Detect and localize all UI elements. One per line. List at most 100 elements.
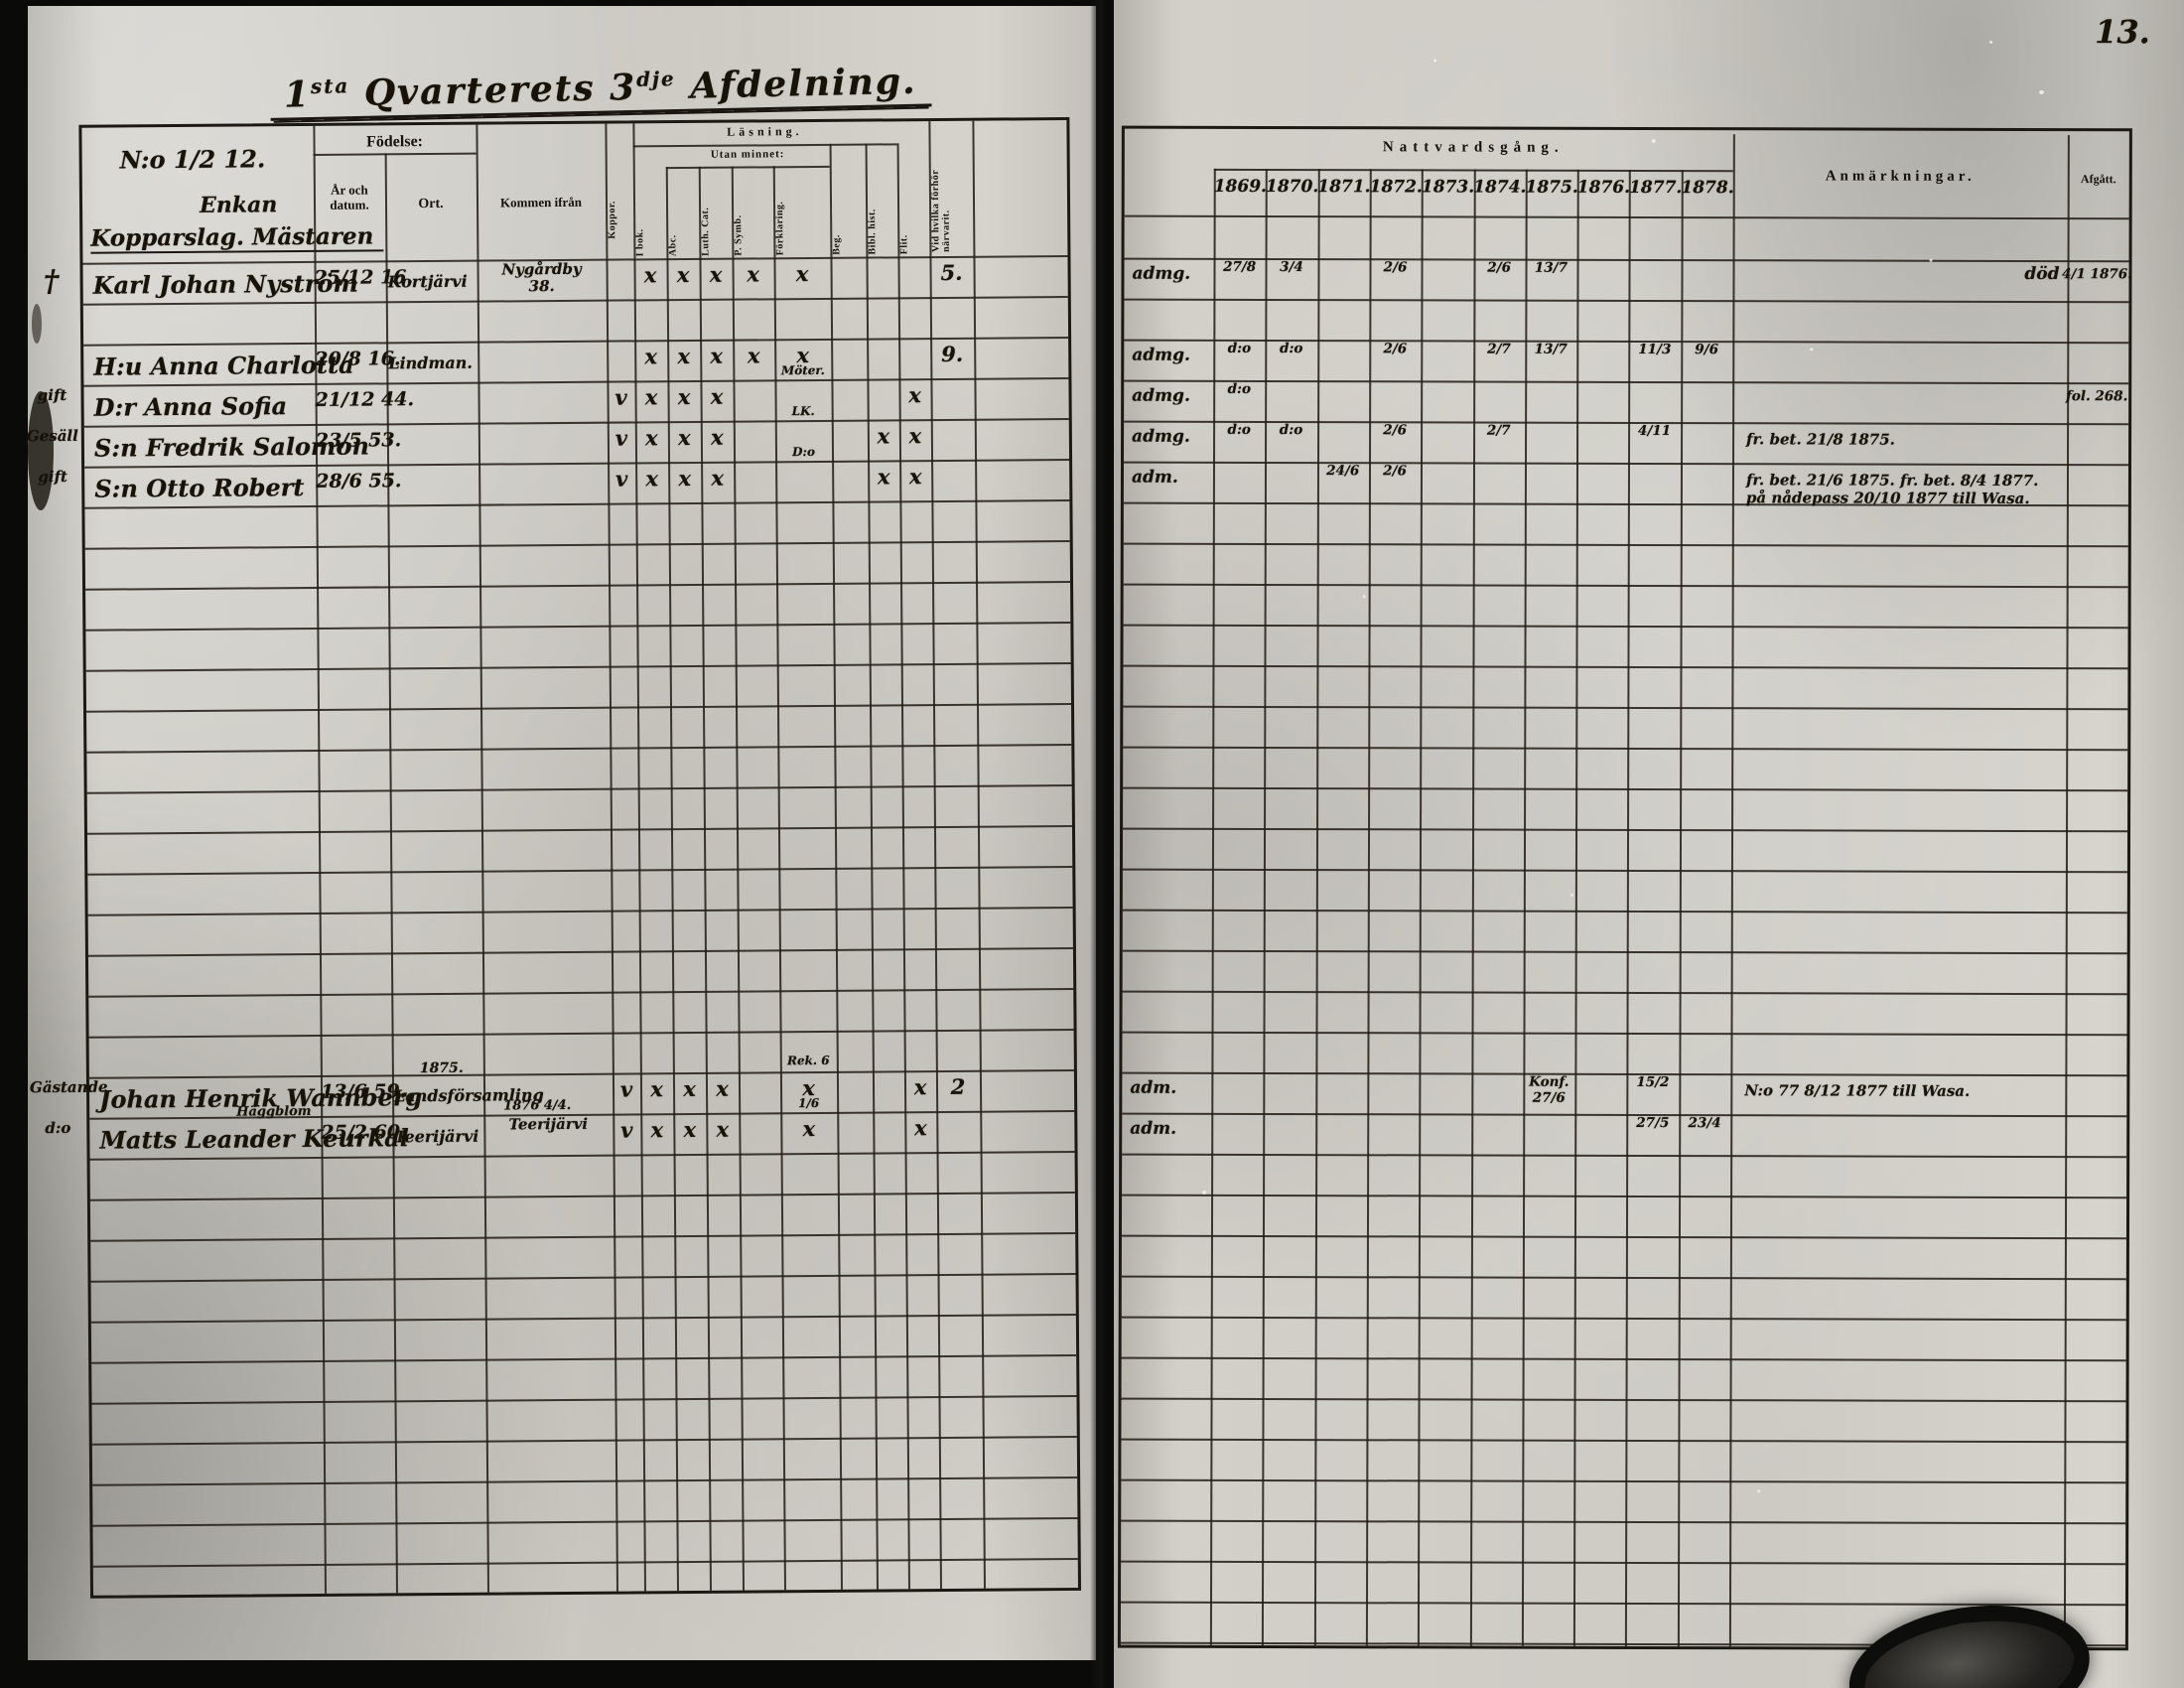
column-line (1469, 169, 1476, 1646)
ruled-line (86, 702, 1072, 713)
column-header-r3: Luth. Cat. (700, 207, 712, 256)
communion-date: 4/11 (1638, 422, 1672, 440)
column-header-r9: Vid hvilka förhör närvarit. (929, 170, 952, 253)
fodelse-header: Födelse: (366, 133, 424, 151)
column-line (2063, 135, 2070, 1648)
ruled-line (1121, 1275, 2126, 1281)
reading-mark: 2 (950, 1073, 966, 1099)
reading-mark: 5. (940, 259, 963, 285)
entry-birthdate: 20/8 16. (315, 348, 401, 370)
ruled-line (83, 336, 1069, 347)
ruled-line (86, 743, 1072, 754)
ort-header: Ort. (418, 196, 444, 212)
reading-mark: x (644, 384, 658, 410)
reading-mark: x (678, 465, 692, 492)
communion-admitted: admg. (1132, 345, 1191, 365)
communion-date: d:o (1279, 422, 1303, 439)
ruled-line (1122, 1071, 2127, 1077)
communion-date: 2/7 (1486, 422, 1511, 439)
ruled-line (1124, 379, 2129, 385)
reading-mark: x (747, 261, 759, 287)
column-line (1313, 169, 1320, 1646)
reading-mark: x (913, 1115, 927, 1141)
column-line (1677, 170, 1684, 1647)
reading-mark: x (678, 424, 691, 451)
reading-mark: x (877, 423, 890, 449)
communion-date: 2/6 (1383, 463, 1407, 480)
ruled-line (92, 1557, 1078, 1568)
year-header: 1874. (1473, 177, 1527, 198)
ruled-line (632, 143, 897, 148)
title-segment: 1 (283, 73, 312, 116)
ruled-line (88, 1028, 1074, 1039)
entry-name: S:n Otto Robert (94, 473, 305, 503)
communion-admitted: admg. (1132, 385, 1190, 406)
ruled-line (87, 946, 1073, 957)
communion-date: d:o (1227, 380, 1252, 397)
reading-mark: x (716, 1075, 729, 1101)
reading-mark: x (650, 1076, 663, 1102)
household-number: N:o 1/2 12. (119, 144, 266, 175)
ruled-line (85, 580, 1071, 591)
ruled-line (1122, 909, 2127, 914)
ar-och-datum-header: År och datum. (330, 182, 369, 212)
ruled-line (89, 1191, 1075, 1201)
ruled-line (88, 987, 1074, 998)
reading-mark: x (683, 1075, 696, 1102)
ruled-line (1121, 1478, 2126, 1484)
reading-mark: v (619, 1076, 633, 1102)
reading-mark: x (710, 343, 724, 368)
ruled-line (1124, 461, 2129, 467)
reading-mark: 9. (941, 341, 964, 366)
ruled-line (1122, 1153, 2127, 1159)
ruled-line (90, 1231, 1076, 1242)
ruled-line (1123, 624, 2128, 630)
column-header-r8: Flit. (898, 234, 910, 255)
ruled-line (1122, 990, 2127, 996)
communion-admitted: admg. (1132, 426, 1190, 447)
kommen-ifran-header: Kommen ifrån (499, 194, 583, 211)
column-line (972, 120, 986, 1589)
year-header: 1871. (1317, 177, 1371, 198)
ruled-line (1121, 1560, 2126, 1566)
reading-mark: x (677, 343, 691, 369)
communion-date: Konf. 27/6 (1529, 1073, 1570, 1106)
ruled-line (91, 1353, 1077, 1364)
ruled-line (1124, 214, 2129, 220)
reading-mark: x (908, 464, 922, 490)
column-line (1572, 169, 1579, 1646)
reading-mark: x (795, 261, 809, 287)
reading-mark: x (676, 261, 690, 288)
ruled-line (86, 824, 1072, 835)
reading-mark: v (614, 466, 628, 492)
reading-mark: v (614, 384, 627, 410)
ruled-line (1123, 583, 2128, 589)
communion-date: 9/6 (1695, 342, 1719, 358)
ruled-line (1121, 1438, 2126, 1444)
reading-mark: x (645, 425, 658, 451)
reading-mark: x (645, 466, 659, 492)
household-occupation-line1: Enkan (199, 192, 278, 218)
ruled-line (1123, 827, 2128, 833)
year-header: 1870. (1266, 176, 1319, 198)
reading-note: D:o (792, 444, 815, 460)
column-header-r1: I bok. (634, 228, 646, 257)
anmarkningar-header: Anmärkningar. (1825, 168, 1976, 185)
remark-note: på nådepass 20/10 1877 till Wasa. (1745, 489, 2030, 508)
column-line (1521, 169, 1528, 1646)
ruled-line (665, 165, 830, 170)
communion-date: 2/6 (1487, 259, 1512, 276)
ruled-line (1121, 1397, 2126, 1403)
reading-mark: x (643, 262, 657, 288)
margin-note: Gästande (29, 1077, 108, 1097)
column-line (605, 123, 618, 1592)
communion-date: d:o (1280, 341, 1303, 357)
reading-mark: x (908, 423, 922, 449)
entry-birthdate: 25/2 60. (321, 1121, 407, 1144)
column-line (1418, 169, 1424, 1646)
entry-came-from: Teerijärvi (508, 1114, 589, 1134)
ruled-line (91, 1394, 1077, 1405)
ruled-line (1123, 786, 2128, 792)
reading-mark: x (877, 464, 890, 490)
